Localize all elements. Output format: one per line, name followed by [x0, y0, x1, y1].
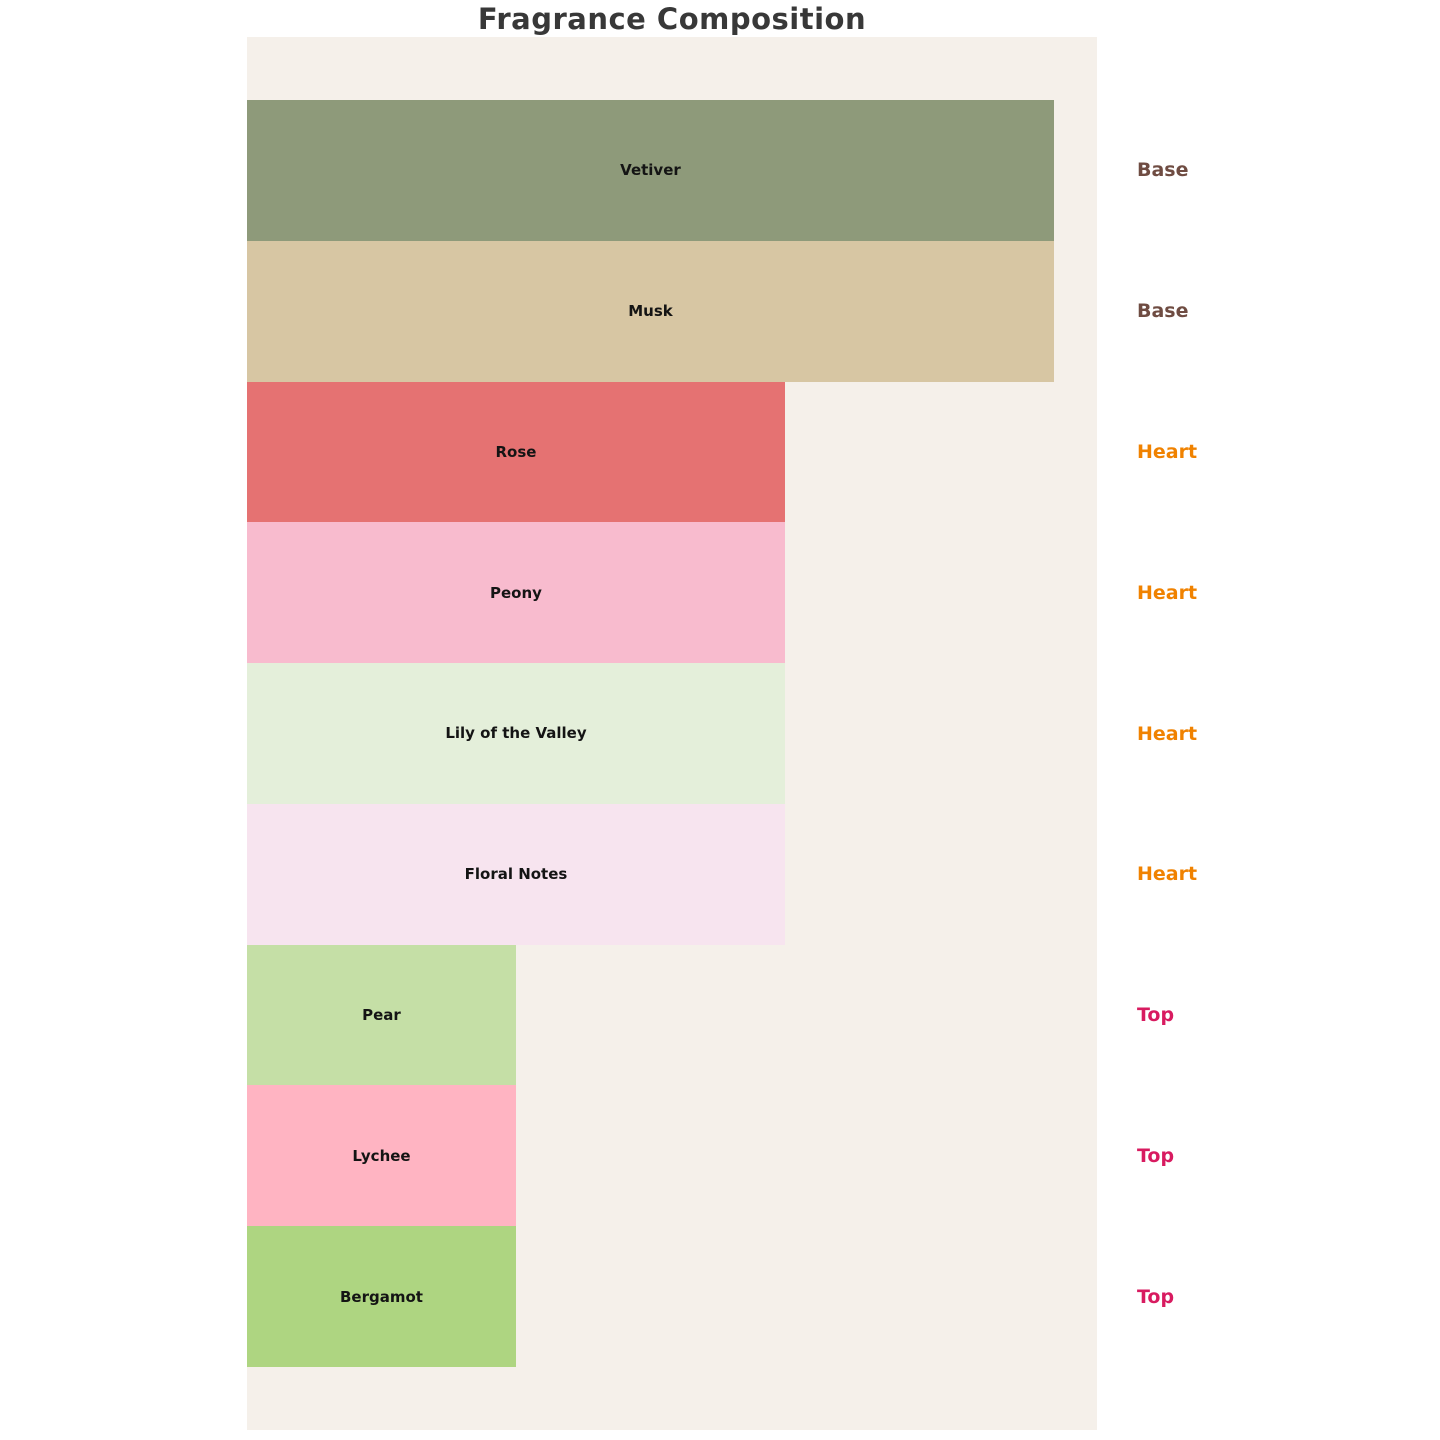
category-label-top-7: Top: [1137, 1144, 1175, 1167]
bar-label-musk: Musk: [628, 302, 673, 321]
category-label-heart-3: Heart: [1137, 581, 1198, 604]
bar-lily-of-the-valley: Lily of the Valley: [247, 663, 785, 804]
bar-label-lychee: Lychee: [352, 1146, 411, 1165]
category-label-heart-4: Heart: [1137, 722, 1198, 745]
category-label-top-8: Top: [1137, 1285, 1175, 1308]
bar-vetiver: Vetiver: [247, 100, 1054, 241]
bar-bergamot: Bergamot: [247, 1226, 516, 1367]
bar-musk: Musk: [247, 240, 1054, 382]
bar-label-pear: Pear: [362, 1006, 401, 1025]
bar-floral-notes: Floral Notes: [247, 803, 785, 945]
bar-label-floral-notes: Floral Notes: [464, 865, 568, 884]
category-label-base-0: Base: [1137, 159, 1189, 182]
category-label-top-6: Top: [1137, 1004, 1175, 1027]
bar-label-rose: Rose: [495, 442, 537, 461]
bar-lychee: Lychee: [247, 1085, 516, 1227]
bar-label-lily-of-the-valley: Lily of the Valley: [445, 724, 587, 743]
plot-area: Vetiver Musk Rose Peony Lily of the Valley Fl…: [247, 37, 1097, 1430]
category-label-heart-5: Heart: [1137, 863, 1198, 886]
chart-title: Fragrance Composition: [477, 2, 867, 36]
bar-rose: Rose: [247, 381, 785, 523]
bar-label-peony: Peony: [490, 583, 542, 602]
bar-label-bergamot: Bergamot: [340, 1287, 423, 1306]
category-label-heart-2: Heart: [1137, 440, 1198, 463]
bar-peony: Peony: [247, 522, 785, 664]
bar-pear: Pear: [247, 944, 516, 1086]
bar-label-vetiver: Vetiver: [620, 161, 681, 180]
category-label-base-1: Base: [1137, 300, 1189, 323]
